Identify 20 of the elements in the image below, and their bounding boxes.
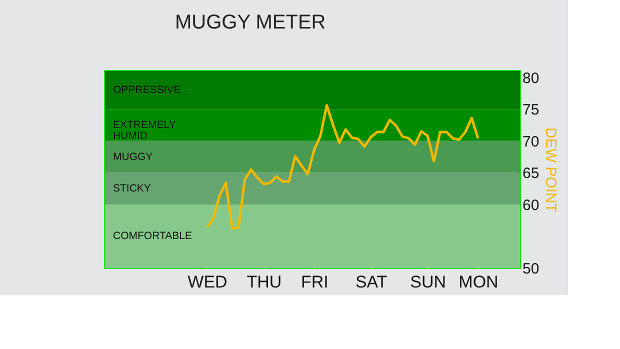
y-tick-label: 65 [522,165,540,182]
x-tick-label: SUN [410,272,446,292]
band-label: OPPRESSIVE [113,84,181,96]
y-axis-title: DEW POINT [542,128,560,212]
y-tick-label: 60 [522,196,540,214]
line-series [206,104,480,230]
chart-title: MUGGY METER [175,11,326,34]
band-label: MUGGY [113,150,153,163]
y-tick-label: 80 [522,70,540,87]
band-label: STICKY [113,182,151,195]
x-tick-label: FRI [300,272,328,292]
x-tick-label: SAT [355,272,388,292]
y-tick-label: 50 [522,260,540,278]
band-label: EXTREMELY HUMID [113,119,176,142]
x-tick-label: WED [188,272,228,292]
y-tick-label: 75 [522,102,540,119]
x-tick-label: MON [458,272,498,292]
y-tick-label: 70 [522,133,540,150]
x-tick-label: THU [246,272,282,292]
band-label: COMFORTABLE [113,230,192,242]
